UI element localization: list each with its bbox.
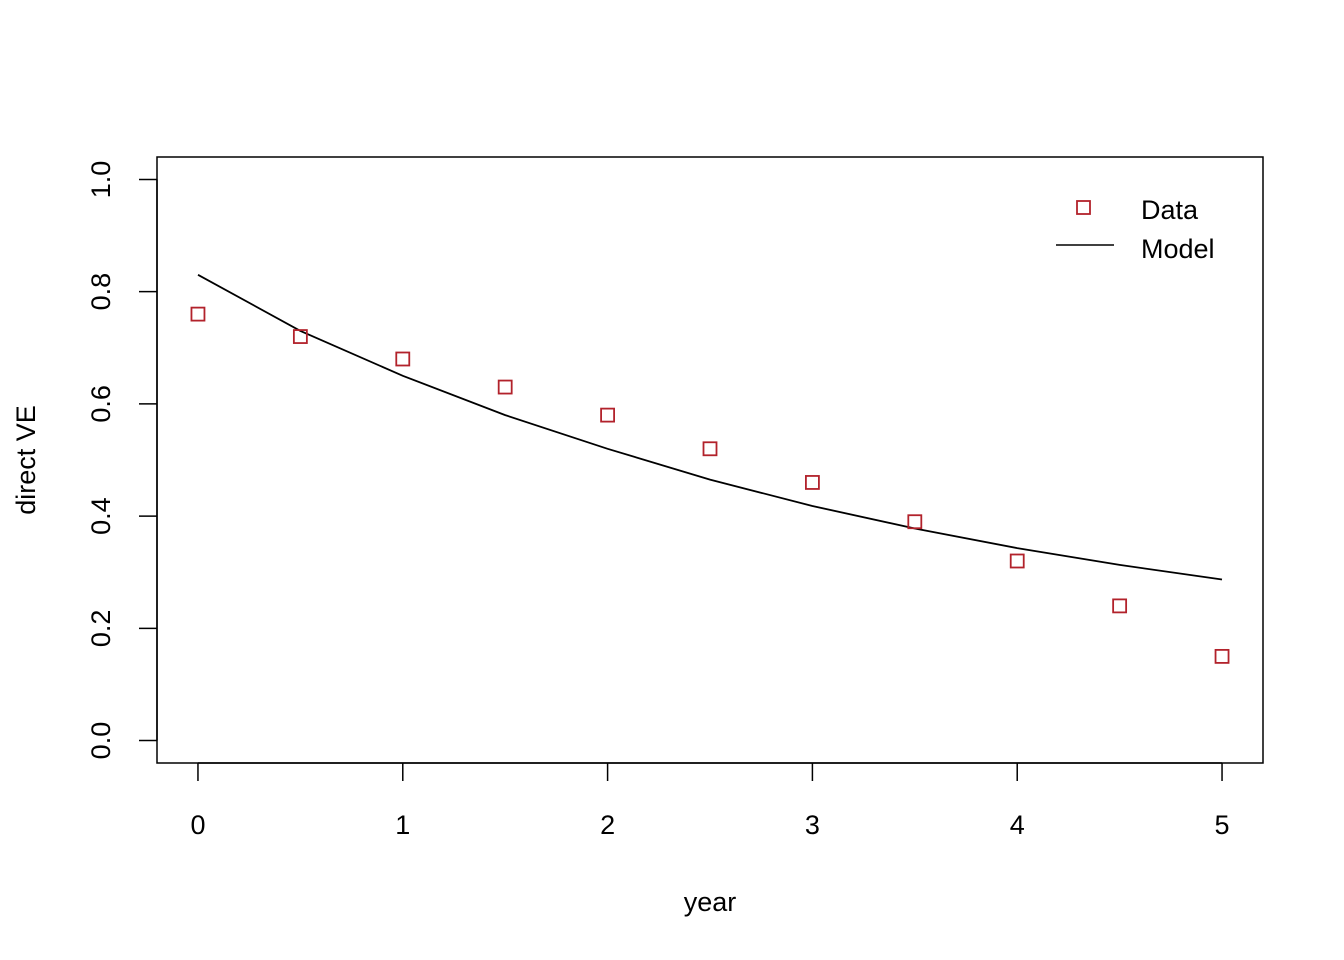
data-point [805, 475, 820, 490]
x-axis: 0 1 2 3 4 5 [190, 762, 1230, 840]
x-tick-label: 4 [1010, 810, 1025, 840]
data-point [1009, 553, 1025, 569]
data-point [497, 379, 513, 395]
data-point [1214, 648, 1230, 664]
y-tick-label: 0.6 [86, 385, 116, 423]
y-tick-label: 0.8 [86, 273, 116, 311]
data-point [907, 514, 923, 530]
data-point [190, 306, 206, 322]
data-point [395, 351, 411, 367]
data-point [702, 441, 718, 457]
y-axis: 0.0 0.2 0.4 0.6 0.8 1.0 [86, 161, 158, 760]
legend-label-model: Model [1141, 234, 1215, 264]
x-tick-label: 1 [395, 810, 410, 840]
model-line [197, 274, 1223, 581]
legend-data-marker [1076, 200, 1091, 215]
y-tick-label: 0.0 [86, 722, 116, 760]
legend: Data Model [1056, 195, 1215, 264]
legend-label-data: Data [1141, 195, 1199, 225]
model-line-group [197, 274, 1223, 581]
data-point [292, 329, 308, 344]
y-tick-label: 1.0 [86, 161, 116, 199]
x-tick-label: 0 [190, 810, 205, 840]
x-tick-label: 2 [600, 810, 615, 840]
plot-frame [156, 156, 1264, 764]
data-points-group [190, 306, 1230, 664]
y-tick-label: 0.4 [86, 497, 116, 535]
data-point [1112, 598, 1128, 614]
x-tick-label: 3 [805, 810, 820, 840]
x-axis-title: year [684, 887, 737, 917]
y-tick-label: 0.2 [86, 610, 116, 648]
x-tick-label: 5 [1215, 810, 1230, 840]
y-axis-title: direct VE [11, 405, 41, 515]
data-point [600, 407, 615, 423]
